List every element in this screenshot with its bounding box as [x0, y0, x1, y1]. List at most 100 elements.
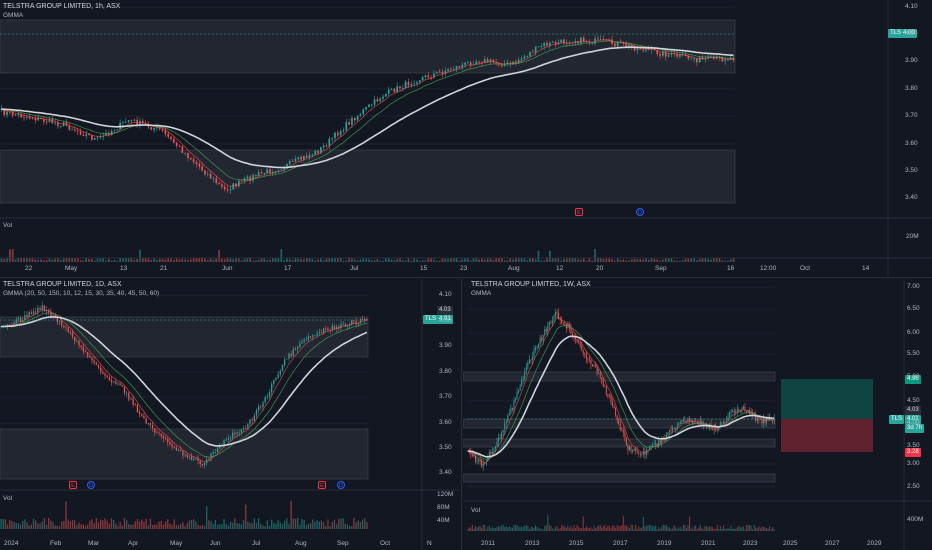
- volume-bar: [413, 258, 415, 262]
- candle: [587, 358, 589, 360]
- volume-bar: [260, 523, 262, 529]
- candle: [279, 371, 281, 375]
- candle: [173, 447, 175, 448]
- candle: [529, 52, 531, 57]
- volume-bar: [644, 525, 646, 531]
- chart-pane-1w[interactable]: TELSTRA GROUP LIMITED, 1W, ASX GMMA Vol …: [463, 279, 932, 550]
- indicator-label-1d[interactable]: GMMA (20, 50, 150, 10, 12, 15, 30, 35, 4…: [3, 290, 160, 297]
- pane-divider-vertical[interactable]: [461, 279, 462, 550]
- volume-bar: [210, 521, 212, 529]
- candle: [212, 178, 215, 180]
- candle: [370, 104, 373, 106]
- chart-pane-1d[interactable]: TELSTRA GROUP LIMITED, 1D, ASX GMMA (20,…: [0, 279, 460, 550]
- earnings-event-icon[interactable]: E: [69, 481, 77, 489]
- volume-bar: [297, 258, 300, 262]
- volume-bar: [551, 528, 553, 531]
- candle: [6, 324, 9, 327]
- volume-bar: [322, 522, 325, 529]
- volume-bar: [616, 525, 618, 531]
- volume-bar: [26, 522, 28, 529]
- dividend-event-icon[interactable]: D: [337, 481, 345, 489]
- candle: [702, 424, 704, 426]
- candle: [314, 150, 317, 155]
- volume-label-1d[interactable]: Vol: [3, 495, 13, 502]
- volume-bar: [591, 260, 594, 262]
- candle: [335, 326, 338, 329]
- chart-canvas-1h[interactable]: [0, 0, 932, 276]
- candle: [181, 146, 184, 153]
- candle: [218, 182, 220, 185]
- earnings-event-icon[interactable]: E: [575, 208, 583, 216]
- gmma-fast-line: [1, 309, 367, 463]
- volume-bar: [52, 521, 54, 529]
- volume-bar: [483, 259, 486, 262]
- volume-bar: [385, 258, 387, 262]
- candle: [359, 114, 362, 116]
- volume-bar: [565, 527, 567, 531]
- candle: [619, 424, 621, 430]
- candle: [160, 433, 162, 437]
- volume-bar: [628, 528, 630, 531]
- candle: [208, 459, 210, 461]
- indicator-label-1h[interactable]: GMMA: [3, 12, 24, 19]
- chart-pane-1h[interactable]: TELSTRA GROUP LIMITED, 1h, ASX GMMA Vol …: [0, 0, 932, 276]
- candle: [223, 186, 226, 190]
- candle: [450, 68, 452, 70]
- candle: [41, 305, 43, 310]
- volume-bar: [339, 258, 342, 262]
- volume-bar: [54, 525, 56, 529]
- candle: [296, 347, 299, 350]
- volume-bar: [193, 519, 195, 529]
- candle: [661, 437, 663, 443]
- candle: [34, 118, 37, 121]
- candle: [130, 120, 133, 121]
- candle: [93, 360, 95, 363]
- volume-bar: [699, 524, 701, 531]
- stop-badge-1w: 3.28: [905, 448, 921, 457]
- dividend-event-icon[interactable]: D: [636, 208, 644, 216]
- chart-canvas-1w[interactable]: [463, 279, 932, 550]
- volume-bar: [738, 525, 740, 531]
- price-axis-tick: 3.70: [439, 393, 452, 400]
- candle: [467, 62, 469, 64]
- volume-bar: [450, 258, 452, 262]
- chart-canvas-1d[interactable]: [0, 279, 460, 550]
- time-axis-tick: 2019: [657, 540, 672, 547]
- volume-bar: [670, 528, 672, 531]
- volume-bar: [238, 258, 240, 262]
- candle: [712, 429, 714, 431]
- volume-bar: [517, 258, 520, 262]
- candle: [517, 60, 520, 63]
- candle: [301, 341, 303, 344]
- volume-bar: [410, 260, 413, 262]
- price-axis-tick: 3.50: [907, 442, 920, 449]
- candle: [625, 437, 627, 446]
- pane-divider-horizontal[interactable]: [0, 277, 932, 278]
- candle: [32, 311, 35, 314]
- price-axis-tick: 5.00: [907, 373, 920, 380]
- volume-bar: [209, 257, 212, 262]
- volume-bar: [611, 259, 613, 262]
- volume-bar: [102, 258, 105, 262]
- dividend-event-icon[interactable]: D: [87, 481, 95, 489]
- candle: [292, 349, 294, 356]
- volume-bar: [615, 528, 617, 531]
- volume-label-1h[interactable]: Vol: [3, 222, 13, 229]
- candle: [659, 54, 661, 56]
- candle: [595, 365, 597, 367]
- gmma-slow-line: [1, 316, 368, 447]
- volume-bar: [597, 258, 599, 262]
- volume-bar: [622, 515, 624, 531]
- volume-bar: [645, 526, 647, 531]
- candle: [642, 49, 644, 51]
- volume-label-1w[interactable]: Vol: [471, 507, 481, 514]
- earnings-event-icon[interactable]: E: [318, 481, 326, 489]
- price-axis-tick: 3.90: [439, 342, 452, 349]
- candle: [481, 461, 483, 467]
- candle: [590, 359, 592, 365]
- indicator-label-1w[interactable]: GMMA: [471, 290, 492, 297]
- volume-bar: [262, 525, 264, 529]
- volume-bar: [303, 519, 305, 529]
- candle: [560, 39, 562, 43]
- candle: [650, 445, 652, 447]
